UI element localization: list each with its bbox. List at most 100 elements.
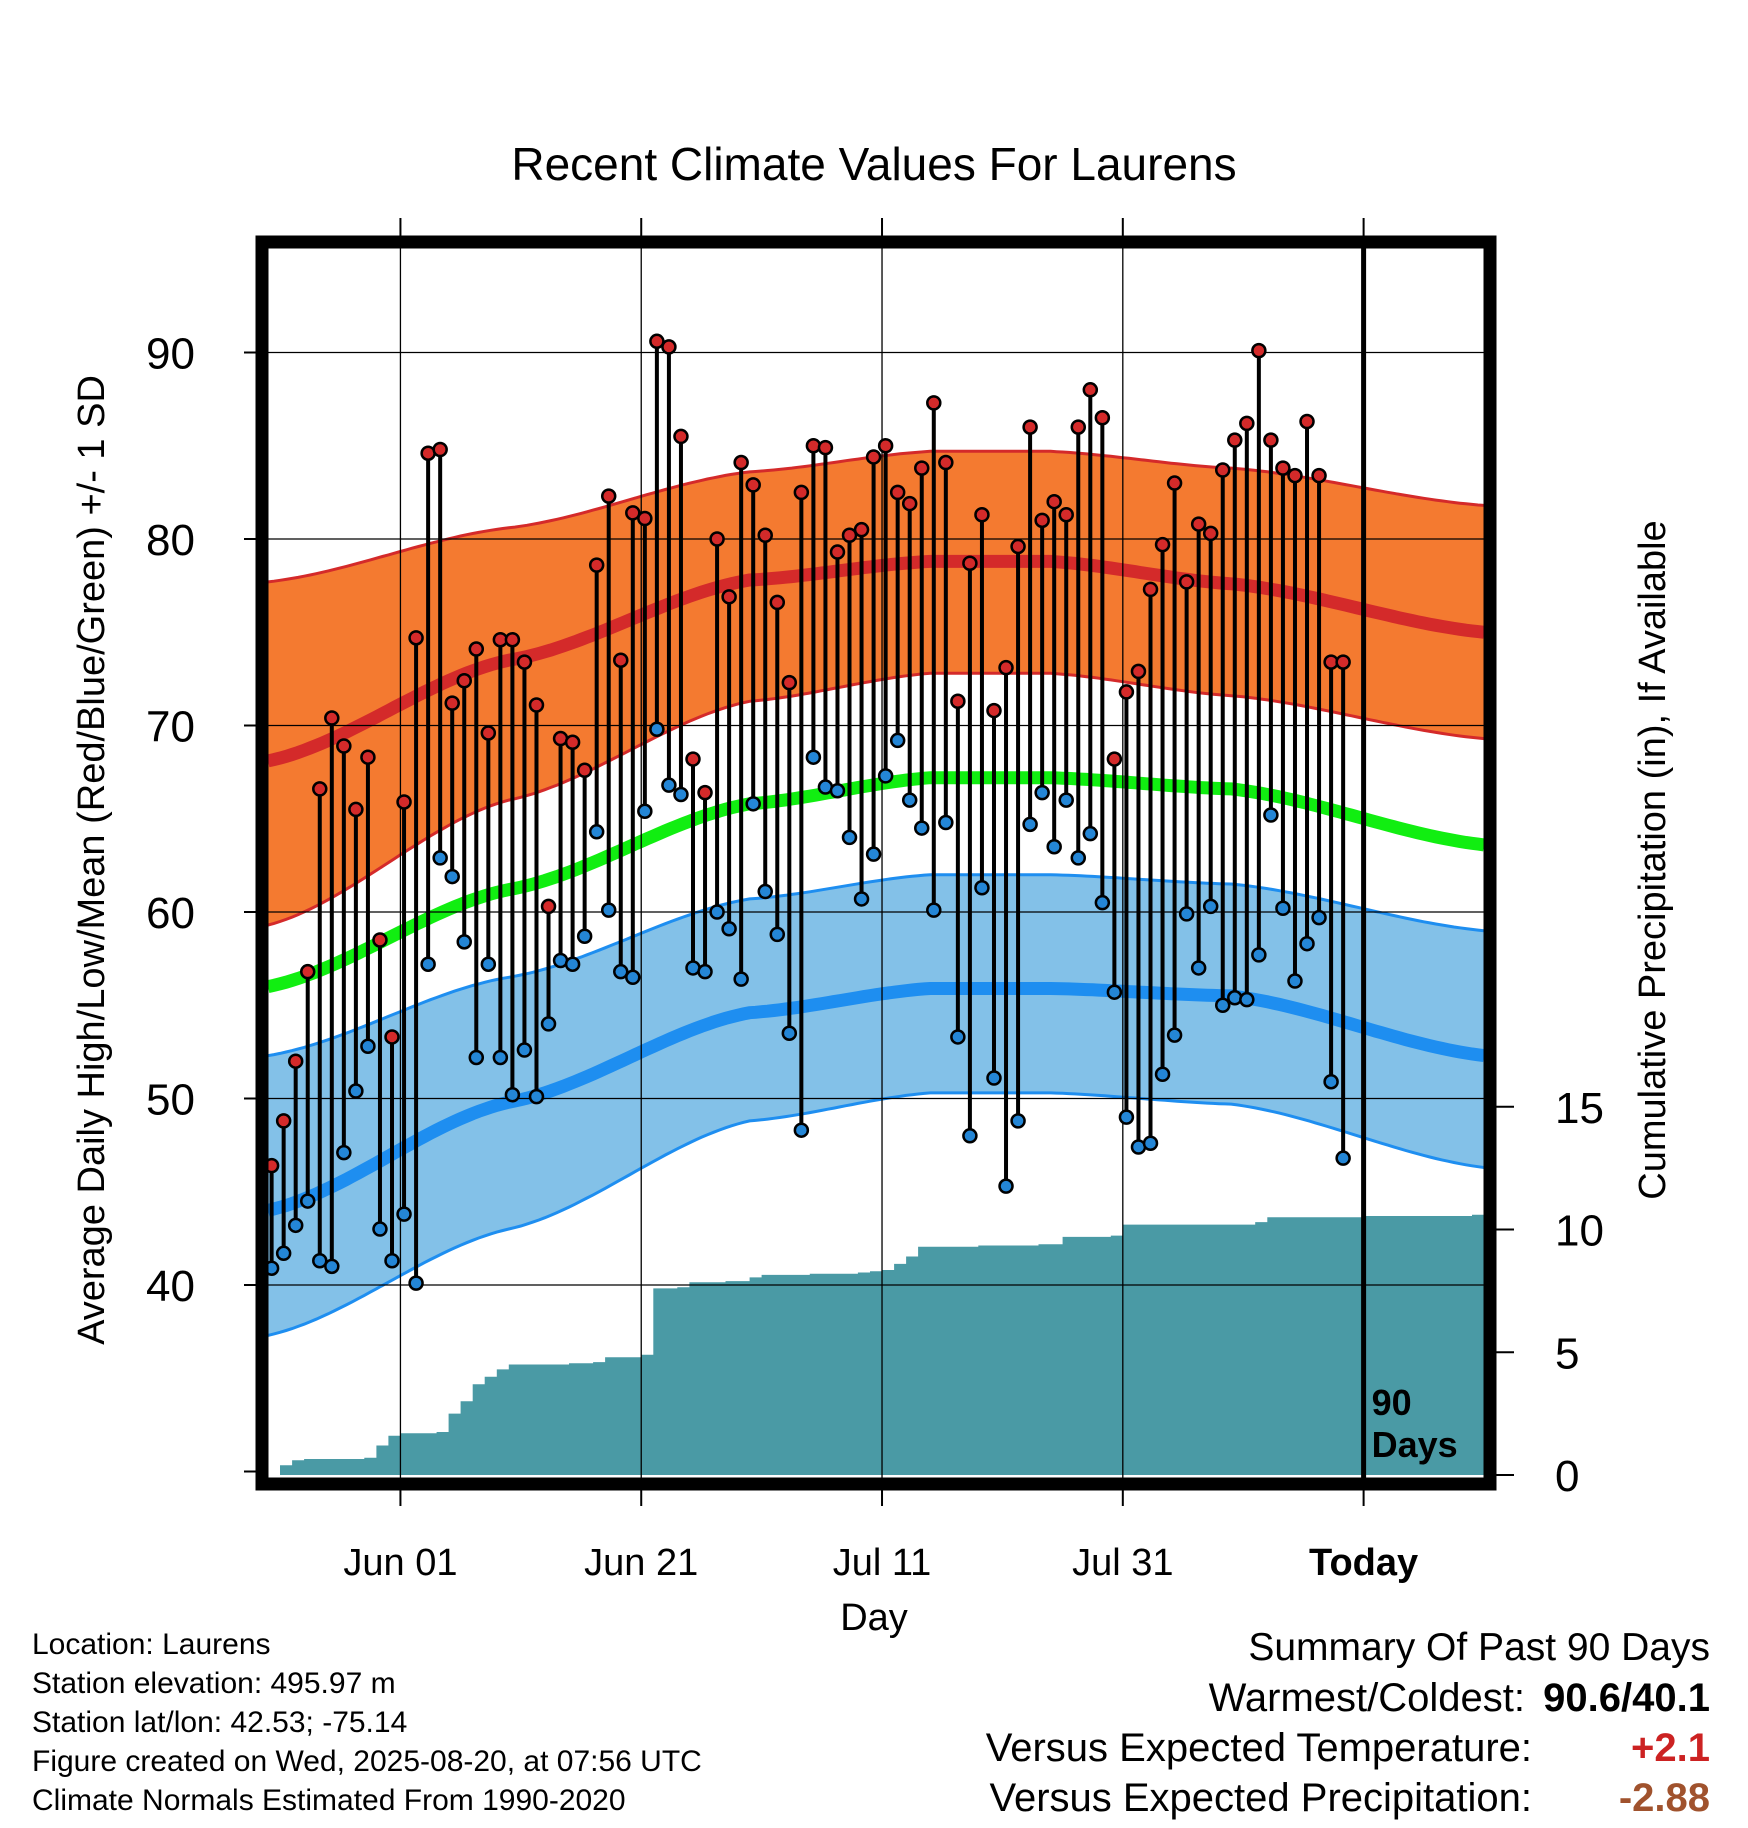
daily-low-point — [1251, 947, 1267, 963]
daily-high-point — [649, 333, 665, 350]
daily-high-point — [576, 762, 593, 779]
daily-low-point — [625, 969, 641, 986]
daily-low-point — [1118, 1109, 1135, 1125]
daily-high-point — [889, 484, 906, 501]
daily-high-point — [444, 695, 460, 711]
precip-area — [268, 1214, 1484, 1475]
daily-low-point — [1299, 935, 1315, 952]
daily-low-point — [986, 1070, 1002, 1086]
daily-low-point — [1046, 838, 1062, 855]
y-tick-label: 60 — [146, 889, 195, 938]
daily-low-point — [408, 1275, 424, 1291]
daily-low-point — [1275, 900, 1291, 917]
daily-low-point — [805, 749, 822, 765]
today-days-label: Days — [1372, 1424, 1458, 1465]
daily-high-point — [1106, 751, 1123, 767]
info-latlon: Station lat/lon: 42.53; -75.14 — [32, 1706, 408, 1739]
daily-high-point — [709, 531, 725, 547]
daily-low-point — [697, 963, 713, 980]
daily-low-point — [793, 1122, 810, 1138]
daily-low-point — [1154, 1066, 1171, 1083]
daily-low-point — [962, 1128, 978, 1144]
daily-high-point — [408, 630, 424, 646]
daily-low-point — [1178, 906, 1195, 922]
y-tick-label: 50 — [146, 1076, 195, 1125]
daily-low-point — [528, 1088, 545, 1105]
daily-low-point — [1070, 850, 1087, 866]
daily-high-point — [1251, 342, 1267, 359]
precip-label: Versus Expected Precipitation: — [989, 1776, 1532, 1820]
y2-axis-label: Cumulative Precipitation (in), If Availa… — [1632, 520, 1674, 1199]
daily-high-point — [324, 710, 340, 726]
daily-high-point — [613, 652, 629, 668]
info-elevation: Station elevation: 495.97 m — [32, 1667, 396, 1700]
warm-cold-label: Warmest/Coldest: — [1208, 1676, 1525, 1720]
daily-high-point — [637, 510, 653, 527]
station-info: Location: Laurens Station elevation: 495… — [32, 1625, 702, 1820]
daily-low-point — [468, 1049, 485, 1066]
daily-low-point — [998, 1178, 1014, 1194]
daily-high-point — [299, 963, 316, 980]
info-normals: Climate Normals Estimated From 1990-2020 — [32, 1784, 626, 1817]
x-tick-label: Jun 01 — [343, 1542, 457, 1584]
daily-low-point — [926, 902, 942, 918]
info-created: Figure created on Wed, 2025-08-20, at 07… — [32, 1745, 702, 1778]
summary-precip: Versus Expected Precipitation: -2.88 — [986, 1773, 1710, 1823]
daily-high-point — [817, 439, 834, 456]
daily-low-point — [841, 829, 858, 846]
daily-low-point — [877, 768, 894, 784]
daily-low-point — [938, 814, 954, 831]
daily-high-point — [685, 751, 701, 767]
daily-high-point — [733, 454, 749, 471]
normal-low-line — [268, 982, 1484, 1217]
daily-low-point — [1034, 784, 1050, 801]
daily-high-point — [1239, 415, 1255, 432]
daily-high-point — [1287, 467, 1303, 484]
daily-low-point — [432, 850, 448, 866]
info-location: Location: Laurens — [32, 1628, 271, 1661]
daily-low-point — [576, 928, 593, 944]
y-tick-label: 70 — [146, 703, 195, 752]
daily-high-point — [1166, 475, 1183, 491]
daily-high-point — [938, 454, 954, 471]
daily-low-point — [1082, 825, 1099, 842]
y-tick-label: 80 — [146, 516, 195, 565]
daily-high-point — [793, 484, 810, 501]
daily-high-point — [962, 555, 978, 571]
daily-high-point — [1227, 432, 1243, 448]
daily-low-point — [1335, 1150, 1351, 1166]
daily-low-point — [721, 921, 737, 937]
y-tick-label: 90 — [146, 330, 195, 379]
daily-low-point — [673, 786, 689, 803]
y2-tick-label: 5 — [1555, 1329, 1579, 1378]
today-days-label: 90 — [1372, 1382, 1412, 1423]
chart-title: Recent Climate Values For Laurens — [511, 138, 1236, 190]
daily-high-point — [348, 801, 364, 818]
daily-high-point — [877, 438, 894, 454]
daily-high-point — [312, 781, 328, 797]
daily-high-point — [950, 693, 966, 710]
daily-high-point — [480, 725, 497, 741]
daily-high-point — [1275, 460, 1291, 476]
daily-low-point — [1263, 807, 1279, 823]
temp-label: Versus Expected Temperature: — [985, 1726, 1532, 1770]
daily-high-point — [721, 589, 737, 605]
daily-low-point — [1287, 973, 1303, 989]
daily-high-point — [468, 641, 485, 657]
daily-low-point — [456, 934, 472, 950]
daily-low-point — [1058, 792, 1074, 808]
daily-high-point — [564, 734, 581, 751]
daily-high-point — [1190, 516, 1207, 532]
daily-high-point — [926, 395, 942, 411]
daily-low-point — [396, 1206, 412, 1222]
daily-low-point — [649, 721, 665, 737]
daily-low-point — [360, 1038, 376, 1055]
x-tick-label: Today — [1309, 1542, 1418, 1584]
daily-high-point — [757, 527, 773, 544]
daily-high-point — [588, 557, 605, 573]
daily-low-point — [1202, 898, 1219, 915]
daily-low-point — [299, 1193, 316, 1209]
daily-low-point — [757, 883, 773, 900]
